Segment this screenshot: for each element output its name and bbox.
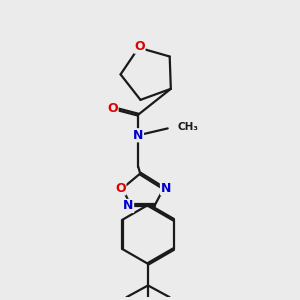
Text: O: O — [134, 40, 145, 53]
Text: N: N — [133, 129, 143, 142]
Text: N: N — [123, 200, 134, 212]
Text: CH₃: CH₃ — [178, 122, 199, 132]
Text: O: O — [115, 182, 126, 195]
Text: N: N — [160, 182, 171, 195]
Text: O: O — [107, 102, 118, 115]
